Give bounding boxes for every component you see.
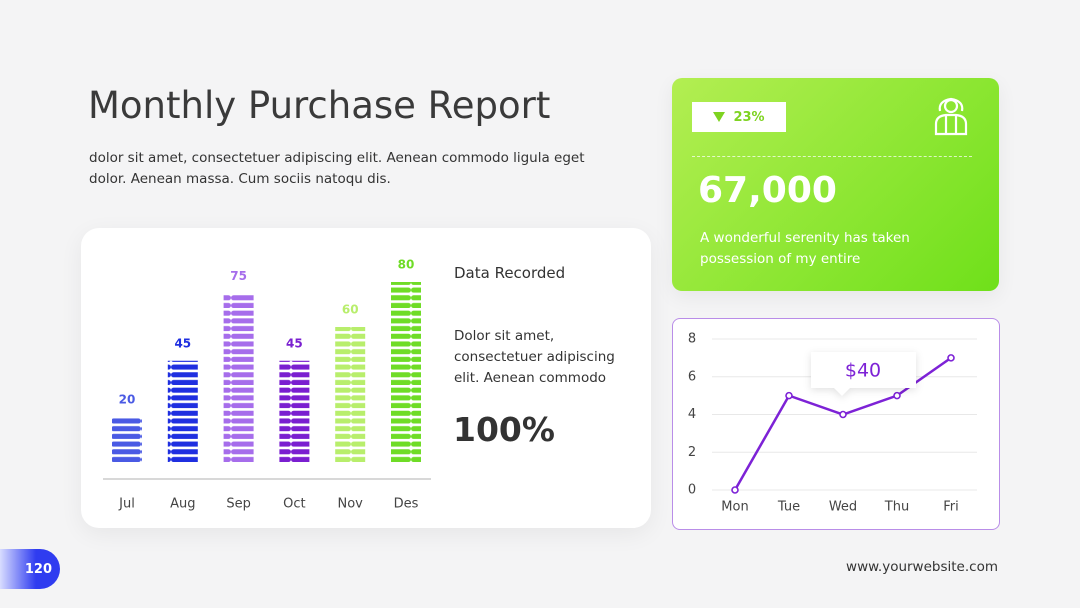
x-tick-label: Sep — [226, 497, 251, 512]
x-tick-label: Mon — [721, 500, 748, 515]
point — [839, 410, 847, 419]
tooltip — [811, 352, 916, 396]
x-tick-label: Jul — [118, 497, 135, 512]
y-tick-label: 6 — [688, 369, 696, 384]
bar — [223, 293, 254, 462]
panel-total: 100% — [453, 410, 555, 449]
change-badge: 23% — [692, 102, 786, 132]
bar-chart: 20 Jul 45 Aug 75 Sep 45 Oct 60 Nov 80 Des — [103, 258, 431, 512]
value-label: 80 — [398, 258, 415, 272]
y-tick-label: 2 — [688, 445, 696, 460]
stat-card: 23% 67,000 A wonderful serenity has take… — [672, 78, 999, 291]
x-tick-label: Aug — [170, 497, 195, 512]
value-label: 45 — [174, 336, 191, 350]
x-tick-label: Thu — [884, 500, 909, 515]
point — [731, 486, 739, 494]
tooltip-box — [811, 352, 916, 396]
bar — [167, 360, 198, 462]
value-label: 75 — [230, 269, 247, 283]
subtitle: dolor sit amet, consectetuer adipiscing … — [89, 150, 585, 187]
panel-title: Data Recorded — [454, 264, 566, 282]
divider — [692, 156, 972, 157]
person-icon — [934, 97, 968, 136]
down-arrow — [713, 112, 726, 122]
annotation: $40 — [845, 360, 881, 382]
y-tick-label: 4 — [688, 407, 696, 422]
x-tick-label: Nov — [338, 497, 364, 512]
x-tick-label: Des — [394, 497, 419, 512]
page-number: 120 — [0, 549, 60, 589]
change: 23% — [733, 109, 765, 125]
point — [947, 354, 955, 362]
bar — [112, 417, 142, 462]
point — [785, 391, 793, 400]
title: Monthly Purchase Report — [88, 84, 551, 127]
stat-text: A wonderful serenity has taken possessio… — [700, 230, 910, 267]
point — [893, 391, 901, 400]
bar — [279, 360, 310, 462]
y-tick-label: 8 — [688, 332, 696, 347]
line-chart: 0 2 4 6 8 Mon Tue Wed Thu Fri $40 — [688, 332, 977, 515]
bar — [391, 282, 421, 462]
x-tick-label: Oct — [283, 497, 305, 512]
panel-text: Dolor sit amet, consectetuer adipiscing … — [454, 328, 615, 386]
stat-value: 67,000 — [698, 170, 837, 211]
website: www.yourwebsite.com — [846, 559, 998, 575]
x-tick-label: Tue — [777, 500, 800, 515]
x-tick-label: Wed — [829, 500, 857, 515]
y-tick-label: 0 — [688, 483, 696, 498]
x-tick-label: Fri — [943, 500, 959, 515]
bar — [335, 327, 366, 462]
value-label: 45 — [286, 336, 303, 350]
value-label: 60 — [342, 303, 359, 317]
value-label: 20 — [119, 393, 136, 407]
